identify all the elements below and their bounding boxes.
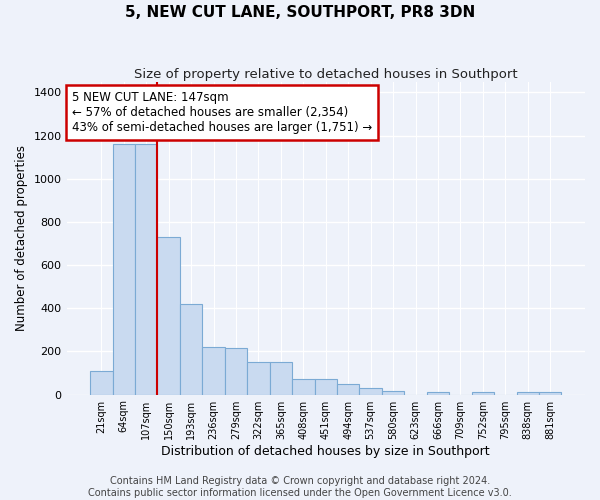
Text: 5, NEW CUT LANE, SOUTHPORT, PR8 3DN: 5, NEW CUT LANE, SOUTHPORT, PR8 3DN bbox=[125, 5, 475, 20]
Bar bbox=[359, 388, 382, 394]
Bar bbox=[269, 362, 292, 394]
Bar bbox=[113, 144, 135, 394]
Title: Size of property relative to detached houses in Southport: Size of property relative to detached ho… bbox=[134, 68, 518, 80]
Y-axis label: Number of detached properties: Number of detached properties bbox=[15, 145, 28, 331]
Text: Contains HM Land Registry data © Crown copyright and database right 2024.
Contai: Contains HM Land Registry data © Crown c… bbox=[88, 476, 512, 498]
Bar bbox=[382, 390, 404, 394]
Bar bbox=[539, 392, 562, 394]
Bar bbox=[225, 348, 247, 395]
Text: 5 NEW CUT LANE: 147sqm
← 57% of detached houses are smaller (2,354)
43% of semi-: 5 NEW CUT LANE: 147sqm ← 57% of detached… bbox=[72, 91, 372, 134]
Bar bbox=[202, 347, 225, 395]
Bar bbox=[517, 392, 539, 394]
Bar bbox=[157, 237, 180, 394]
Bar bbox=[135, 144, 157, 394]
Bar bbox=[292, 380, 314, 394]
Bar bbox=[180, 304, 202, 394]
Bar bbox=[337, 384, 359, 394]
Bar bbox=[314, 380, 337, 394]
Bar bbox=[427, 392, 449, 394]
X-axis label: Distribution of detached houses by size in Southport: Distribution of detached houses by size … bbox=[161, 444, 490, 458]
Bar bbox=[472, 392, 494, 394]
Bar bbox=[90, 372, 113, 394]
Bar bbox=[247, 362, 269, 394]
